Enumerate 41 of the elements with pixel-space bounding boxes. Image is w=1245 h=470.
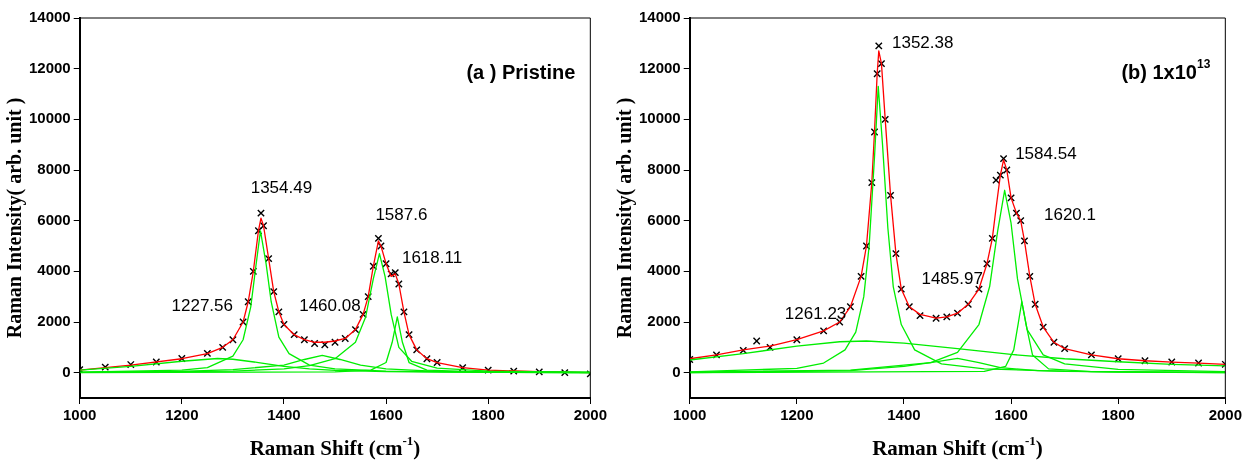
y-tick-label: 10000 bbox=[28, 109, 71, 127]
x-tick-label: 1600 bbox=[369, 406, 403, 424]
y-tick-label: 14000 bbox=[638, 8, 681, 26]
x-tick-label: 1400 bbox=[887, 406, 921, 424]
x-tick-label: 1000 bbox=[673, 406, 707, 424]
annotation: 1460.08 bbox=[299, 296, 361, 316]
y-tick-label: 0 bbox=[672, 362, 681, 380]
y-tick-label: 4000 bbox=[37, 261, 71, 279]
y-tick-label: 14000 bbox=[28, 8, 71, 26]
annotation: 1587.6 bbox=[375, 205, 428, 225]
y-tick-label: 8000 bbox=[37, 160, 71, 178]
x-tick-label: 1000 bbox=[63, 406, 97, 424]
y-axis-title: Raman Intensity( arb. unit ) bbox=[3, 97, 27, 339]
x-tick-label: 2000 bbox=[1208, 406, 1242, 424]
y-tick-label: 2000 bbox=[647, 312, 681, 330]
annotation: 1227.56 bbox=[171, 296, 233, 316]
annotation: 1584.54 bbox=[1015, 144, 1077, 164]
y-tick-label: 0 bbox=[62, 362, 71, 380]
y-tick-label: 2000 bbox=[37, 312, 71, 330]
text: (a ) Pristine bbox=[466, 60, 576, 83]
y-tick-label: 10000 bbox=[638, 109, 681, 127]
annotation: 1354.49 bbox=[250, 177, 313, 197]
x-tick-label: 1800 bbox=[1101, 406, 1135, 424]
x-tick-label: 2000 bbox=[573, 406, 607, 424]
x-tick-label: 1200 bbox=[780, 406, 814, 424]
y-tick-label: 12000 bbox=[638, 58, 681, 76]
annotation: 1618.11 bbox=[401, 248, 463, 268]
annotation: 1620.1 bbox=[1043, 205, 1096, 225]
y-tick-label: 6000 bbox=[37, 210, 71, 228]
y-axis-title: Raman Intensity( arb. unit ) bbox=[613, 97, 637, 339]
x-tick-label: 1200 bbox=[165, 406, 199, 424]
annotation: 1261.23 bbox=[784, 304, 847, 324]
x-tick-label: 1400 bbox=[267, 406, 301, 424]
x-tick-label: 1600 bbox=[994, 406, 1028, 424]
annotation: 1352.38 bbox=[891, 33, 954, 53]
annotation: 1485.97 bbox=[921, 268, 983, 288]
y-tick-label: 12000 bbox=[28, 58, 71, 76]
y-tick-label: 4000 bbox=[647, 261, 681, 279]
y-tick-label: 6000 bbox=[647, 210, 681, 228]
y-tick-label: 8000 bbox=[647, 160, 681, 178]
x-tick-label: 1800 bbox=[471, 406, 505, 424]
